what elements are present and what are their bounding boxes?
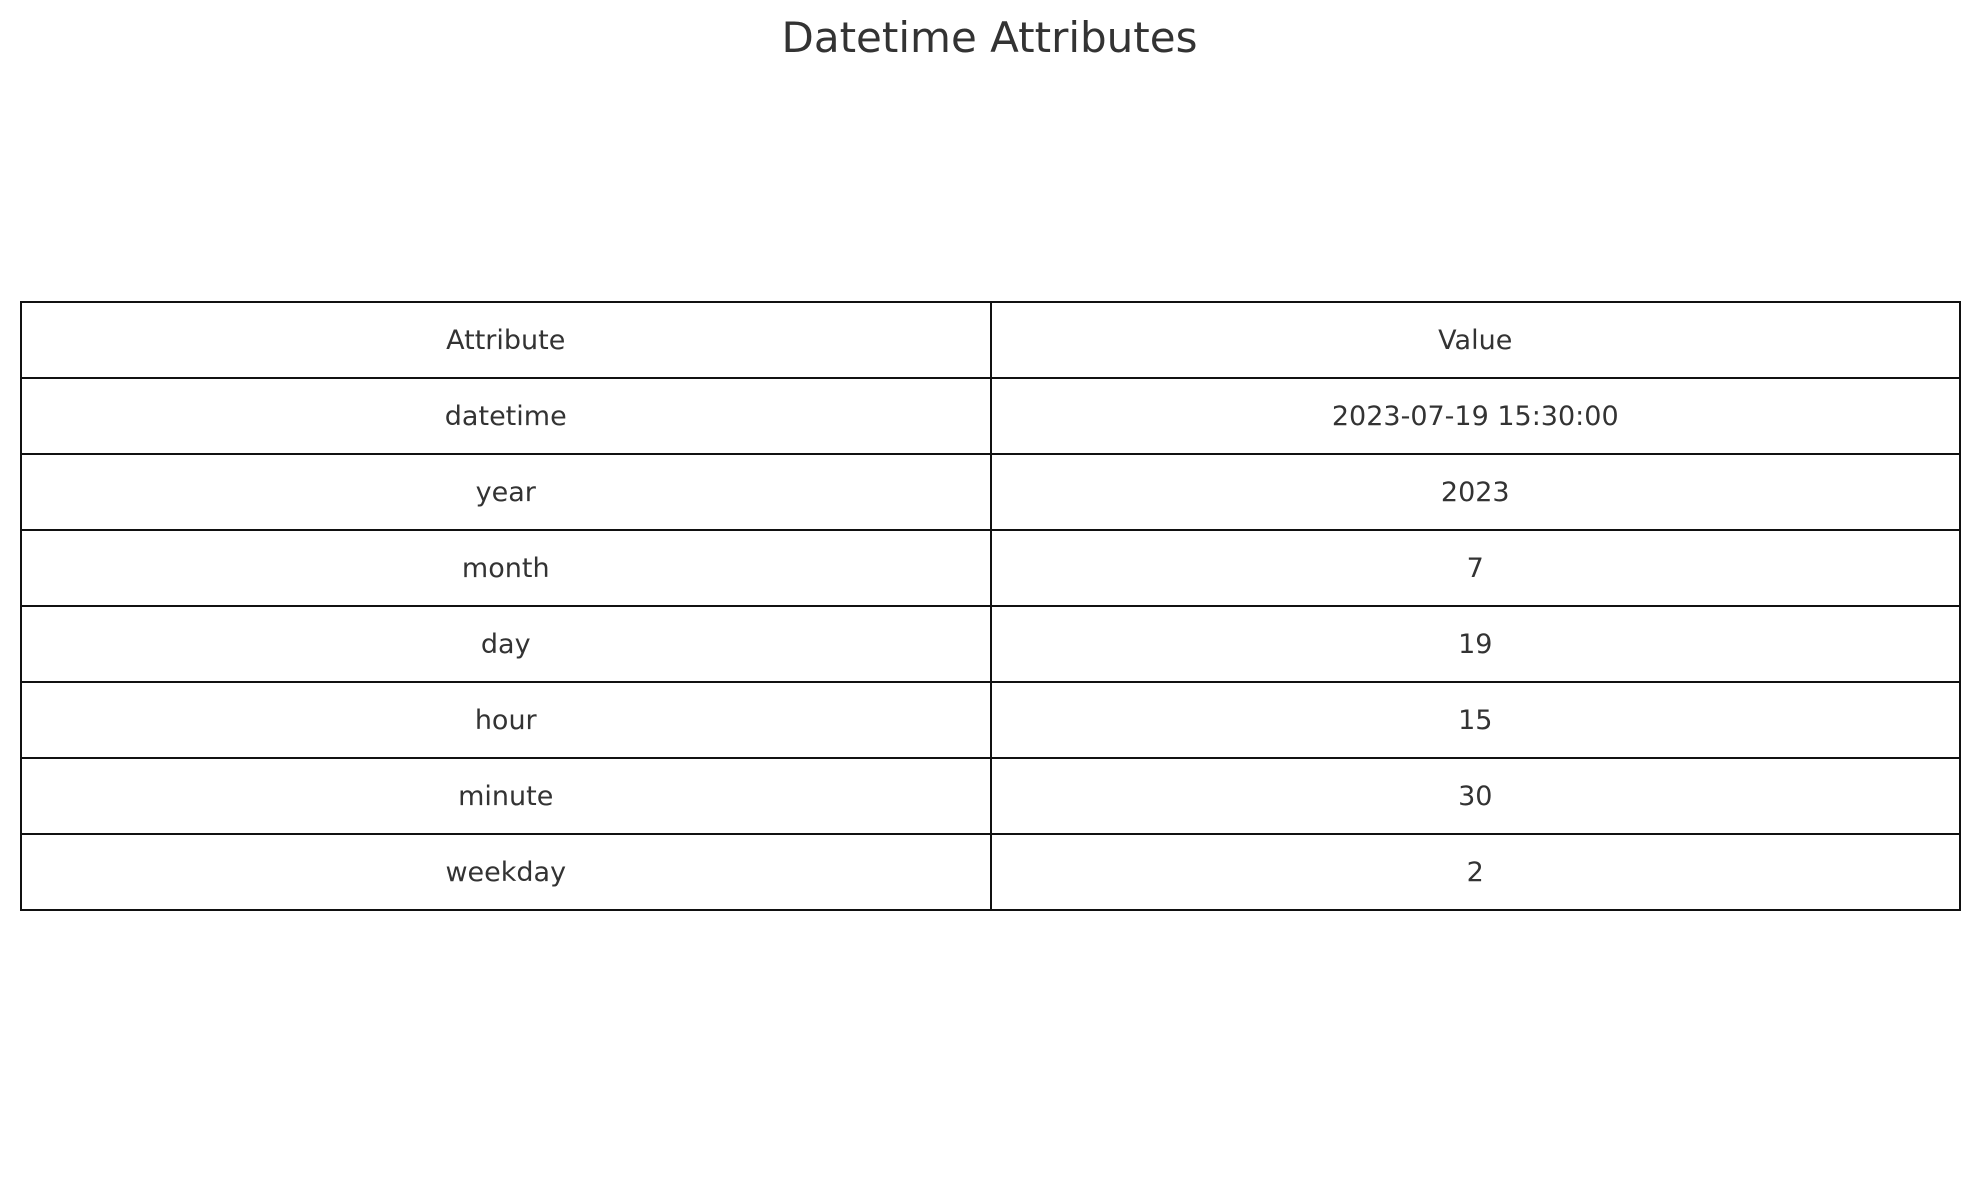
table-header-row: Attribute Value [20, 301, 1961, 379]
value-cell: 15 [989, 681, 1961, 759]
attribute-cell: datetime [20, 377, 992, 455]
value-cell: 2023 [989, 453, 1961, 531]
table-row: day 19 [20, 605, 1961, 683]
table-row: weekday 2 [20, 833, 1961, 911]
attribute-cell: minute [20, 757, 992, 835]
value-cell: 30 [989, 757, 1961, 835]
attribute-cell: weekday [20, 833, 992, 911]
table-row: month 7 [20, 529, 1961, 607]
data-table: Attribute Value datetime 2023-07-19 15:3… [20, 301, 1961, 911]
chart-title: Datetime Attributes [781, 13, 1198, 62]
attribute-cell: hour [20, 681, 992, 759]
table-row: datetime 2023-07-19 15:30:00 [20, 377, 1961, 455]
attribute-cell: year [20, 453, 992, 531]
table-row: minute 30 [20, 757, 1961, 835]
header-attribute: Attribute [20, 301, 992, 379]
attribute-cell: day [20, 605, 992, 683]
value-cell: 7 [989, 529, 1961, 607]
header-value: Value [989, 301, 1961, 379]
value-cell: 2023-07-19 15:30:00 [989, 377, 1961, 455]
value-cell: 2 [989, 833, 1961, 911]
table-row: hour 15 [20, 681, 1961, 759]
table-row: year 2023 [20, 453, 1961, 531]
value-cell: 19 [989, 605, 1961, 683]
attribute-cell: month [20, 529, 992, 607]
